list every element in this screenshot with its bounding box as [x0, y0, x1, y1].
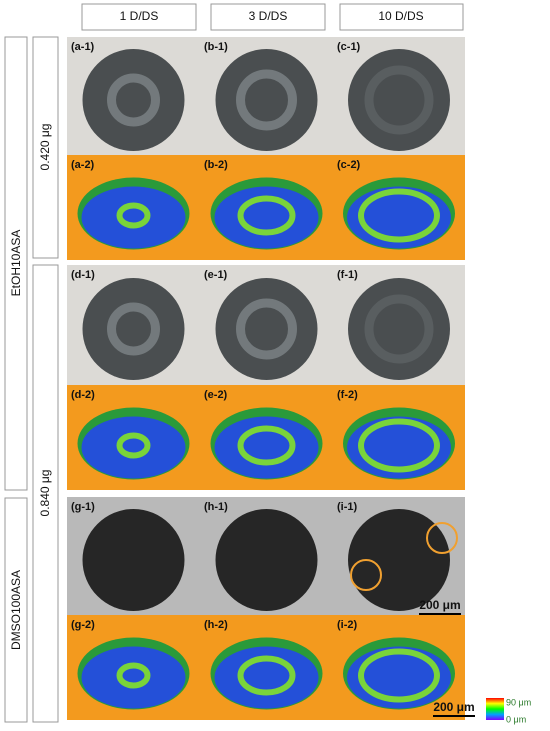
annotation-circle	[426, 522, 458, 554]
panel-label: (d-2)	[71, 389, 95, 401]
group-label: DMSO100ASA	[9, 570, 23, 650]
column-header-box	[81, 3, 197, 31]
deposit	[348, 509, 450, 611]
panel-label: (a-2)	[71, 159, 95, 171]
deposit-ring	[237, 425, 296, 466]
crater-floor	[81, 186, 186, 249]
panel-label: (c-1)	[337, 41, 361, 53]
deposit-ring	[116, 202, 151, 229]
column-header-box	[210, 3, 326, 31]
panel-label: (b-2)	[204, 159, 228, 171]
deposit	[82, 49, 185, 151]
panel-label: (f-1)	[337, 269, 358, 281]
crater-floor	[81, 646, 186, 709]
deposit-ring	[116, 662, 151, 689]
inner-ring	[236, 298, 297, 360]
column-header: 3 D/DS	[249, 9, 288, 23]
group-label: EtOH10ASA	[9, 230, 23, 297]
crater-floor	[81, 416, 186, 479]
deposit-ring	[358, 188, 440, 243]
panel-grid: (a-1) (b-1) (c-1) (a-2) (b-2) (c-2) (d-1) (e-1)…	[67, 37, 475, 720]
panel-label: (f-2)	[337, 389, 358, 401]
panel-label: (i-2)	[337, 619, 358, 631]
inner-ring	[364, 65, 434, 135]
deposit-ring	[116, 432, 151, 459]
crater-floor	[214, 416, 319, 479]
deposit-ring	[358, 418, 440, 473]
panel-label: (h-1)	[204, 501, 228, 513]
panel-label: (e-1)	[204, 269, 228, 281]
panel-label: (c-2)	[337, 159, 361, 171]
inner-ring	[364, 294, 434, 364]
deposit	[215, 49, 318, 151]
colorbar-min: 0 μm	[506, 714, 526, 724]
panel-label: (g-1)	[71, 501, 95, 513]
deposit-ring	[237, 195, 296, 236]
colorbar-max: 90 μm	[506, 697, 531, 707]
deposit	[348, 278, 450, 380]
crater-floor	[214, 186, 319, 249]
panel-label: (d-1)	[71, 269, 95, 281]
panel-label: (g-2)	[71, 619, 95, 631]
dose-label: 0.840 μg	[38, 470, 52, 517]
deposit	[82, 509, 185, 611]
inner-ring	[236, 69, 297, 131]
panel-label: (b-1)	[204, 41, 228, 53]
column-header: 1 D/DS	[120, 9, 159, 23]
panel-label: (a-1)	[71, 41, 95, 53]
annotation-circle	[350, 559, 382, 591]
group-box	[4, 497, 28, 723]
crater-floor	[214, 646, 319, 709]
colorbar	[486, 698, 504, 720]
group-box	[4, 36, 28, 491]
inner-ring	[107, 302, 160, 356]
inner-ring	[107, 73, 160, 127]
dose-box	[32, 264, 59, 723]
deposit	[348, 49, 450, 151]
panel-label: (i-1)	[337, 501, 358, 513]
dose-box	[32, 36, 59, 259]
column-header-box	[339, 3, 464, 31]
panel-label: (h-2)	[204, 619, 228, 631]
dose-label: 0.420 μg	[38, 124, 52, 171]
scale-bar-label: 200 μm	[433, 700, 474, 714]
column-header: 10 D/DS	[378, 9, 423, 23]
deposit	[82, 278, 185, 380]
panel-label: (e-2)	[204, 389, 228, 401]
scale-bar-label: 200 μm	[419, 598, 460, 612]
deposit	[215, 278, 318, 380]
deposit-ring	[237, 655, 296, 696]
deposit-ring	[358, 648, 440, 703]
deposit	[215, 509, 318, 611]
